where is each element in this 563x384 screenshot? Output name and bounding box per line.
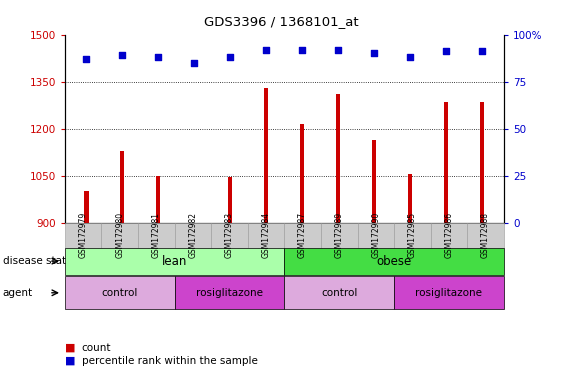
Text: GSM172982: GSM172982 [189, 212, 197, 258]
Text: GSM172983: GSM172983 [225, 212, 234, 258]
Text: control: control [101, 288, 138, 298]
Point [82, 56, 91, 62]
Text: control: control [321, 288, 358, 298]
Text: disease state: disease state [3, 256, 72, 266]
Text: count: count [82, 343, 111, 353]
Text: rosiglitazone: rosiglitazone [196, 288, 263, 298]
Point [370, 50, 379, 56]
Text: GSM172979: GSM172979 [79, 212, 87, 258]
Text: GSM172987: GSM172987 [298, 212, 307, 258]
Text: rosiglitazone: rosiglitazone [415, 288, 482, 298]
Text: GSM172986: GSM172986 [445, 212, 453, 258]
Point [226, 54, 235, 60]
Bar [300, 124, 305, 223]
Bar [228, 177, 233, 223]
Bar [444, 102, 449, 223]
Text: GSM172988: GSM172988 [481, 212, 490, 258]
Point [298, 46, 307, 53]
Point [406, 54, 415, 60]
Bar [192, 223, 196, 224]
Text: GSM172980: GSM172980 [115, 212, 124, 258]
Bar [408, 174, 413, 223]
Text: GSM172984: GSM172984 [262, 212, 270, 258]
Text: ■: ■ [65, 343, 75, 353]
Text: ■: ■ [65, 356, 75, 366]
Text: obese: obese [377, 255, 412, 268]
Text: percentile rank within the sample: percentile rank within the sample [82, 356, 257, 366]
Bar [336, 94, 341, 223]
Text: GSM172990: GSM172990 [372, 212, 380, 258]
Bar [156, 175, 160, 223]
Text: GSM172989: GSM172989 [335, 212, 343, 258]
Point [334, 46, 343, 53]
Text: GSM172985: GSM172985 [408, 212, 417, 258]
Text: agent: agent [3, 288, 33, 298]
Bar [84, 191, 88, 223]
Bar [372, 140, 377, 223]
Point [478, 48, 487, 55]
Point [190, 60, 199, 66]
Point [262, 46, 271, 53]
Bar [480, 102, 484, 223]
Point [154, 54, 163, 60]
Bar [264, 88, 269, 223]
Text: lean: lean [162, 255, 187, 268]
Bar [120, 151, 124, 223]
Point [442, 48, 451, 55]
Text: GSM172981: GSM172981 [152, 212, 160, 258]
Text: GDS3396 / 1368101_at: GDS3396 / 1368101_at [204, 15, 359, 28]
Point [118, 52, 127, 58]
